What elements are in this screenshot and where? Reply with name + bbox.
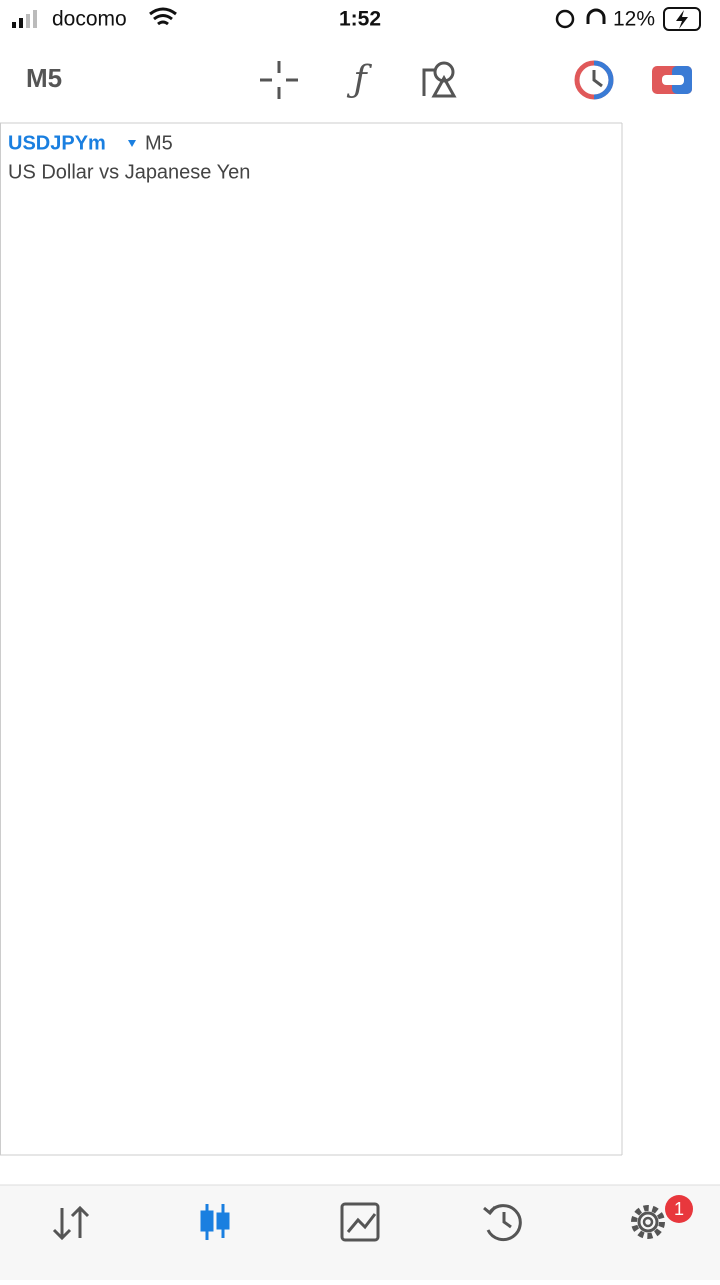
chart-timeframe: M5 [145,132,173,154]
symbol-description: US Dollar vs Japanese Yen [8,161,250,183]
settings-icon [631,1205,665,1239]
chart-frame [0,122,623,1156]
one-click-button[interactable] [574,60,614,100]
trade-button[interactable] [652,66,692,94]
badge [665,1195,693,1223]
battery-icon [663,7,701,31]
status-bar: docomo 1:52 12% [12,7,701,31]
battery-level: 12% [613,8,655,31]
signal-bar [26,14,30,28]
trade-icon [340,1202,380,1242]
objects-button[interactable] [422,61,457,98]
symbol-dropdown[interactable] [128,140,136,147]
crosshair-button[interactable] [260,61,298,99]
clock: 1:52 [339,8,381,31]
charging-bolt [676,10,688,29]
quotes-icon [52,1205,90,1241]
carrier: docomo [52,8,127,31]
tab-bar [0,1185,720,1280]
lock-icon [555,9,575,29]
indicators-button[interactable]: ƒ [346,59,372,100]
signal-bar [19,18,23,28]
toolbar: M5 ƒ [26,59,692,100]
wifi-icon [149,7,177,26]
timeframe-button[interactable]: M5 [26,63,62,93]
signal-bar [33,10,37,28]
headphone-icon [586,8,606,24]
chart-icon [200,1204,230,1240]
signal-bar [12,22,16,28]
symbol[interactable]: USDJPYm [8,132,106,154]
badge-count: 1 [674,1199,684,1219]
history-icon [483,1204,522,1242]
tabs: 1 [52,1195,693,1242]
